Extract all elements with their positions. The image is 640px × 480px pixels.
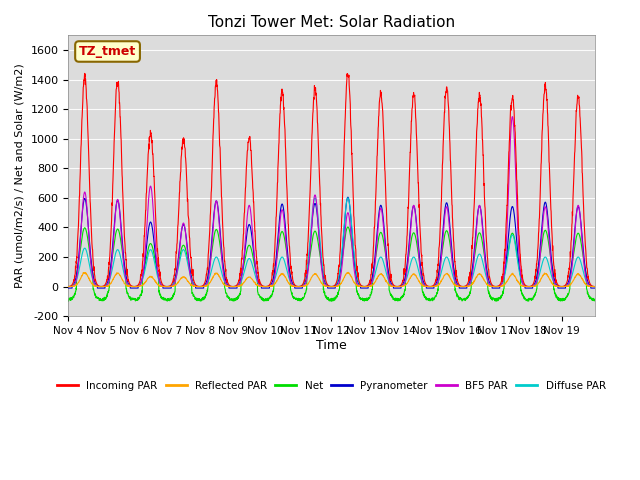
Legend: Incoming PAR, Reflected PAR, Net, Pyranometer, BF5 PAR, Diffuse PAR: Incoming PAR, Reflected PAR, Net, Pyrano… <box>53 377 610 395</box>
Title: Tonzi Tower Met: Solar Radiation: Tonzi Tower Met: Solar Radiation <box>208 15 455 30</box>
Y-axis label: PAR (umol/m2/s) / Net and Solar (W/m2): PAR (umol/m2/s) / Net and Solar (W/m2) <box>15 63 25 288</box>
X-axis label: Time: Time <box>316 338 347 352</box>
Text: TZ_tmet: TZ_tmet <box>79 45 136 58</box>
